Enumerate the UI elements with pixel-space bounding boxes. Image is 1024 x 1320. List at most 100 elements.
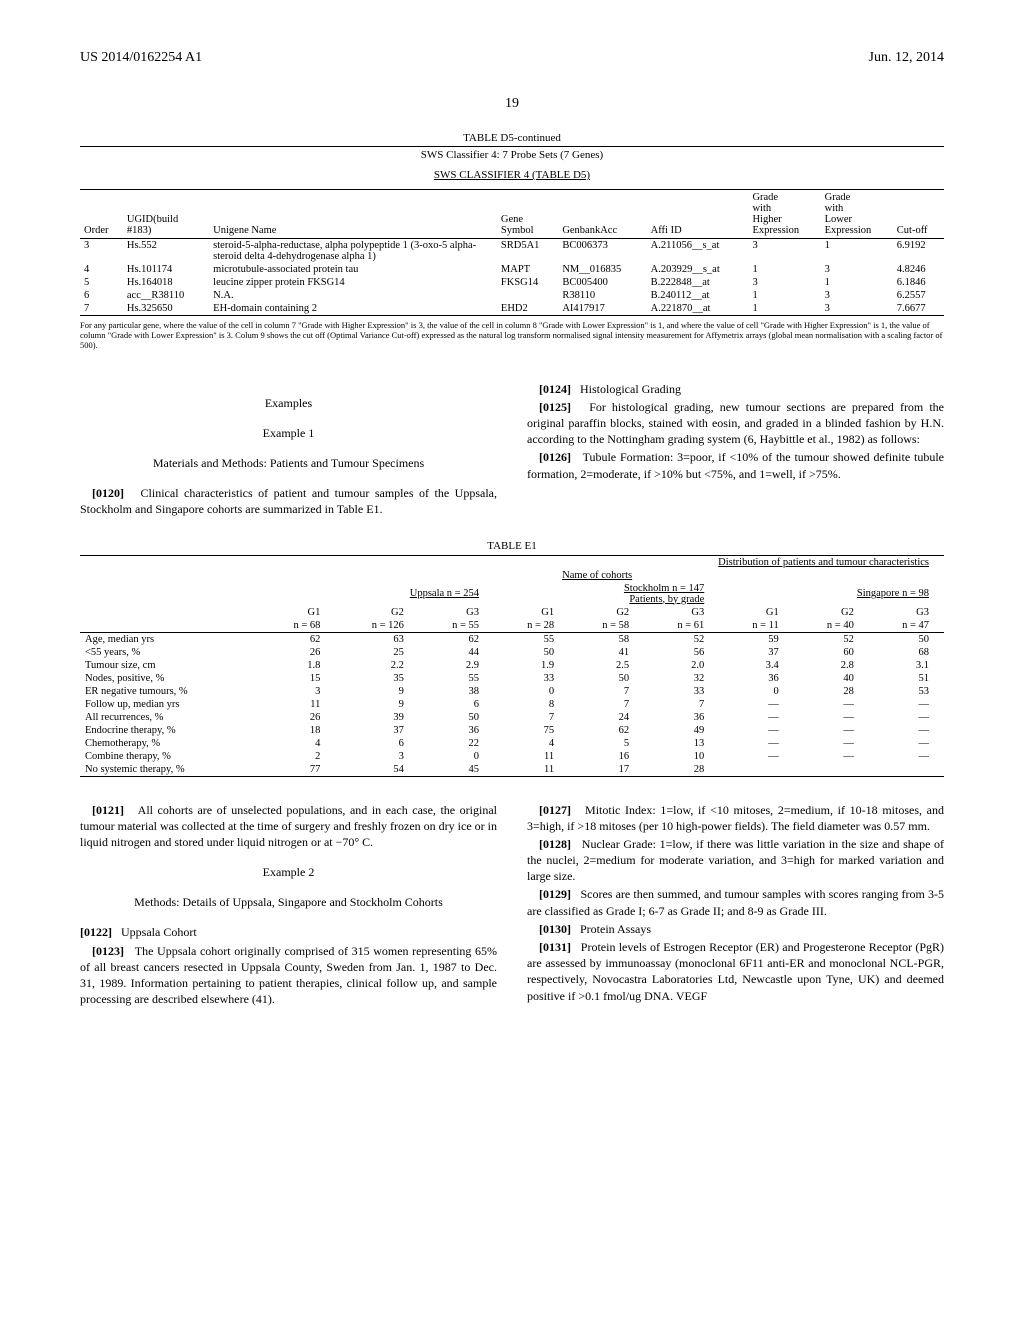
table-cell: Hs.325650: [123, 302, 209, 316]
table-cell: 6: [419, 698, 494, 711]
table-cell: —: [869, 737, 944, 750]
table-row: Nodes, positive, %153555335032364051: [80, 672, 944, 685]
table-cell: 39: [335, 711, 419, 724]
table-cell: microtubule-associated protein tau: [209, 263, 497, 276]
col-cut: Cut-off: [893, 190, 944, 239]
table-cell: 11: [494, 750, 569, 763]
table-cell: 68: [869, 646, 944, 659]
table-row: Follow up, median yrs1196877———: [80, 698, 944, 711]
table-cell: 5: [80, 276, 123, 289]
table-cell: 16: [569, 750, 644, 763]
table-cell: 2.2: [335, 659, 419, 672]
table-cell: 41: [569, 646, 644, 659]
table-cell: 36: [419, 724, 494, 737]
table-cell: 3: [260, 685, 335, 698]
table-e1-title: TABLE E1: [80, 540, 944, 552]
e1-cohorts-label: Name of cohorts: [260, 569, 944, 582]
table-row: Combine therapy, %230111610———: [80, 750, 944, 763]
p0120-num: [0120]: [92, 486, 124, 500]
table-cell: 11: [260, 698, 335, 711]
right-col-upper: [0124] Histological Grading [0125] For h…: [527, 381, 944, 520]
table-cell: 28: [794, 685, 869, 698]
table-row: 7Hs.325650EH-domain containing 2EHD2AI41…: [80, 302, 944, 316]
table-cell: [719, 763, 793, 777]
table-cell: 1: [748, 263, 820, 276]
table-cell: 8: [494, 698, 569, 711]
table-row: Tumour size, cm1.82.22.91.92.52.03.42.83…: [80, 659, 944, 672]
table-cell: 2.0: [644, 659, 719, 672]
table-cell: 10: [644, 750, 719, 763]
p0129: [0129] Scores are then summed, and tumou…: [527, 886, 944, 918]
col-header: G3: [644, 606, 719, 619]
table-cell: 5: [569, 737, 644, 750]
table-cell: 51: [869, 672, 944, 685]
table-cell: 55: [494, 632, 569, 646]
p0124: [0124] Histological Grading: [527, 381, 944, 397]
table-cell: —: [794, 750, 869, 763]
col-header: n = 126: [335, 619, 419, 633]
p0131-num: [0131]: [539, 940, 571, 954]
col-affi: Affi ID: [647, 190, 749, 239]
table-cell: 55: [419, 672, 494, 685]
p0125: [0125] For histological grading, new tum…: [527, 399, 944, 448]
table-cell: 53: [869, 685, 944, 698]
col-header: G2: [569, 606, 644, 619]
table-row: All recurrences, %26395072436———: [80, 711, 944, 724]
table-cell: 7: [569, 698, 644, 711]
table-cell: FKSG14: [497, 276, 558, 289]
table-cell: 35: [335, 672, 419, 685]
table-cell: 36: [719, 672, 793, 685]
table-cell: [794, 763, 869, 777]
table-cell: 1: [748, 289, 820, 302]
table-cell: EH-domain containing 2: [209, 302, 497, 316]
table-row: 4Hs.101174microtubule-associated protein…: [80, 263, 944, 276]
col-header: G3: [869, 606, 944, 619]
table-cell: SRD5A1: [497, 239, 558, 264]
table-cell: 33: [494, 672, 569, 685]
p0123-num: [0123]: [92, 944, 124, 958]
p0127: [0127] Mitotic Index: 1=low, if <10 mito…: [527, 802, 944, 834]
examples-heading: Examples: [80, 395, 497, 411]
table-cell: 3: [821, 289, 893, 302]
table-cell: A.203929__s_at: [647, 263, 749, 276]
table-cell: Hs.164018: [123, 276, 209, 289]
row-label: Chemotherapy, %: [80, 737, 260, 750]
p0130-num: [0130]: [539, 922, 571, 936]
col-sym: GeneSymbol: [497, 190, 558, 239]
table-cell: 58: [569, 632, 644, 646]
col-hi: GradewithHigherExpression: [748, 190, 820, 239]
table-cell: [869, 763, 944, 777]
row-label: ER negative tumours, %: [80, 685, 260, 698]
col-header: G1: [719, 606, 793, 619]
p0122: [0122] Uppsala Cohort: [80, 924, 497, 940]
table-cell: R38110: [558, 289, 646, 302]
table-cell: 45: [419, 763, 494, 777]
col-header: n = 11: [719, 619, 793, 633]
col-header: n = 58: [569, 619, 644, 633]
table-cell: 22: [419, 737, 494, 750]
table-cell: Hs.101174: [123, 263, 209, 276]
table-cell: 6.1846: [893, 276, 944, 289]
p0126: [0126] Tubule Formation: 3=poor, if <10%…: [527, 449, 944, 481]
p0124-num: [0124]: [539, 382, 571, 396]
cohort-singapore: Singapore n = 98: [719, 582, 944, 606]
p0129-num: [0129]: [539, 887, 571, 901]
p0131: [0131] Protein levels of Estrogen Recept…: [527, 939, 944, 1004]
page-header: US 2014/0162254 A1 Jun. 12, 2014: [80, 50, 944, 66]
row-label: Combine therapy, %: [80, 750, 260, 763]
table-d5-sub1: SWS Classifier 4: 7 Probe Sets (7 Genes): [80, 149, 944, 161]
table-cell: MAPT: [497, 263, 558, 276]
table-cell: 25: [335, 646, 419, 659]
left-col-upper: Examples Example 1 Materials and Methods…: [80, 381, 497, 520]
table-cell: acc__R38110: [123, 289, 209, 302]
table-cell: —: [719, 711, 793, 724]
right-col-lower: [0127] Mitotic Index: 1=low, if <10 mito…: [527, 802, 944, 1010]
p0120: [0120] Clinical characteristics of patie…: [80, 485, 497, 517]
table-cell: 9: [335, 698, 419, 711]
table-cell: —: [719, 737, 793, 750]
table-cell: 3: [748, 276, 820, 289]
table-cell: 7.6677: [893, 302, 944, 316]
table-cell: AI417917: [558, 302, 646, 316]
table-cell: 75: [494, 724, 569, 737]
table-row: 3Hs.552steroid-5-alpha-reductase, alpha …: [80, 239, 944, 264]
